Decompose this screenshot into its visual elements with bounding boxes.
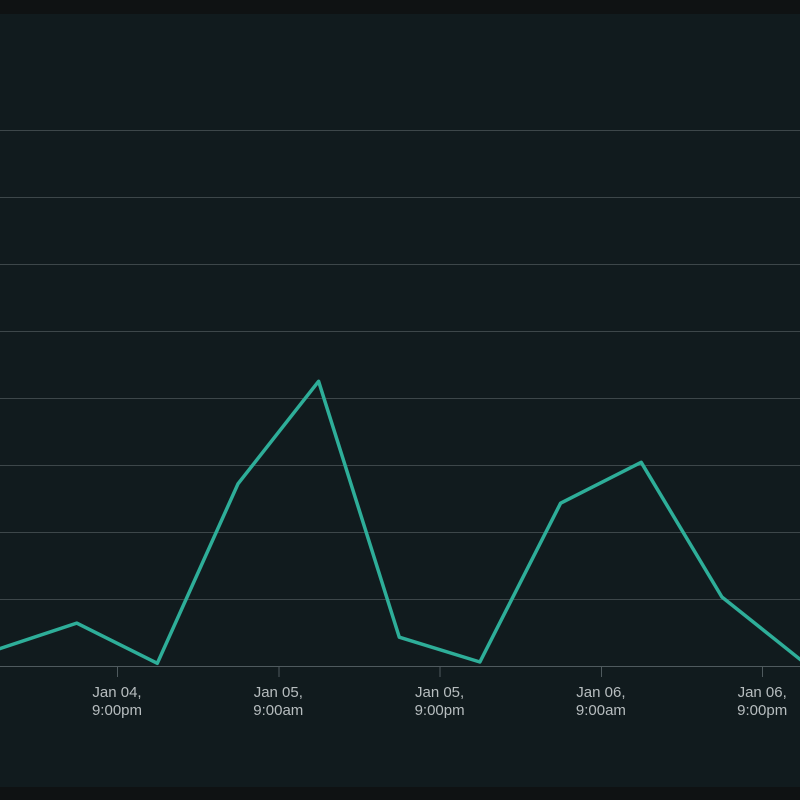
x-tick-label: Jan 05, 9:00am (253, 684, 303, 719)
x-tick-label: Jan 05, 9:00pm (415, 684, 465, 719)
x-tick-labels-group: Jan 04, 9:00pm Jan 05, 9:00am Jan 05, 9:00pm J… (92, 684, 787, 719)
series-group (0, 379, 800, 666)
x-tick-label: Jan 06, 9:00am (576, 684, 626, 719)
series-line-metric (0, 379, 800, 666)
top-bar (0, 0, 800, 14)
bottom-bar (0, 787, 800, 800)
x-axis-group (0, 666, 800, 677)
x-tick-label: Jan 04, 9:00pm (92, 684, 142, 719)
x-tick-label: Jan 06, 9:00pm (737, 684, 787, 719)
gridlines-group (0, 130, 800, 600)
